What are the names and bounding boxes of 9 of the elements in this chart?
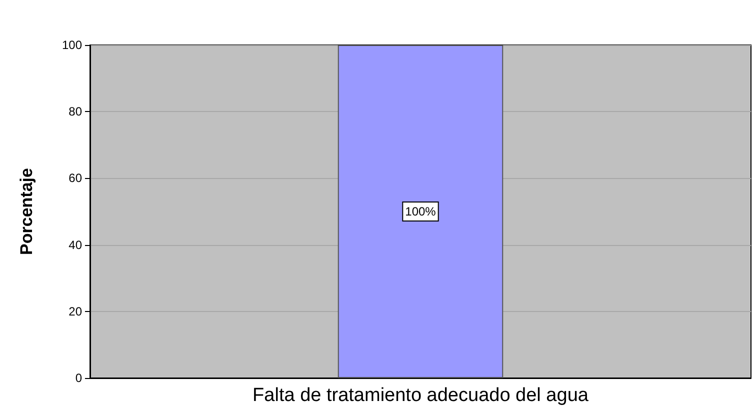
y-tick-label: 0 — [75, 371, 82, 385]
y-tick-label: 60 — [68, 171, 82, 186]
y-axis-title: Porcentaje — [17, 168, 36, 255]
x-tick-label: Falta de tratamiento adecuado del agua — [252, 385, 589, 406]
y-tick-label: 20 — [68, 304, 82, 318]
y-tick-label: 40 — [68, 238, 82, 252]
y-tick-label: 100 — [62, 38, 82, 52]
data-label: 100% — [405, 204, 436, 218]
y-tick-label: 80 — [68, 104, 82, 119]
